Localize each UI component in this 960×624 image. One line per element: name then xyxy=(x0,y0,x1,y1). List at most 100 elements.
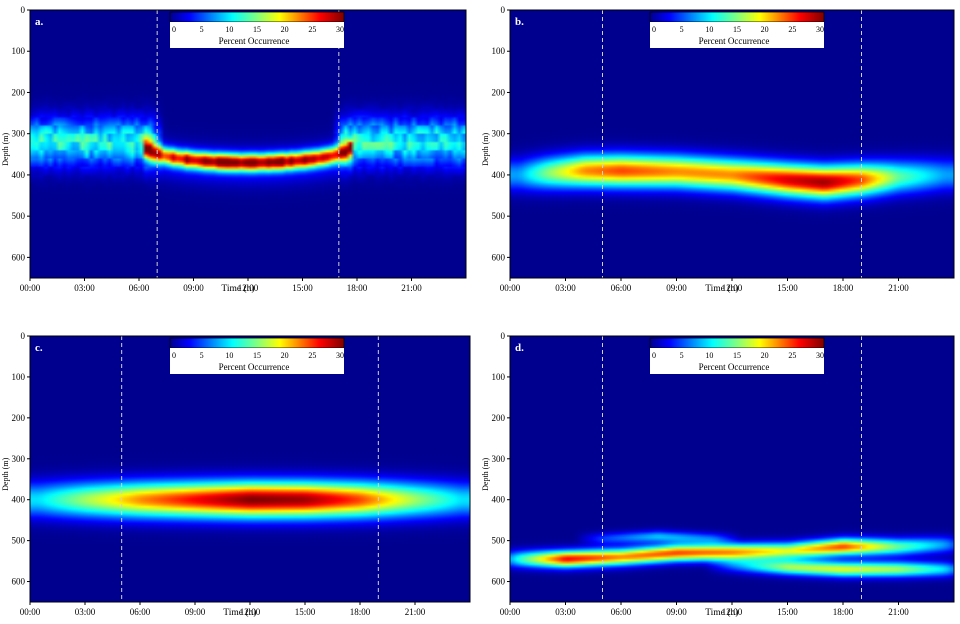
y-tick-label: 100 xyxy=(12,372,26,382)
colorbar-tick-label: 25 xyxy=(788,25,796,34)
y-tick-label: 300 xyxy=(492,129,506,139)
y-tick-label: 100 xyxy=(12,46,26,56)
colorbar-title: Percent Occurrence xyxy=(699,36,770,46)
y-tick-label: 200 xyxy=(12,87,26,97)
colorbar: 0 5 10 15 20 25 30 Percent Occurrence xyxy=(169,11,345,48)
x-tick-label: 21:00 xyxy=(401,283,422,293)
x-tick-label: 18:00 xyxy=(347,283,368,293)
colorbar-tick-label: 5 xyxy=(680,25,684,34)
colorbar-tick-label: 30 xyxy=(336,25,344,34)
y-tick-label: 300 xyxy=(12,129,26,139)
colorbar-gradient xyxy=(169,11,345,23)
colorbar-tick-label: 10 xyxy=(705,351,713,360)
colorbar-tick-label: 20 xyxy=(281,351,289,360)
x-tick-label: 09:00 xyxy=(666,607,687,617)
colorbar-tick-label: 0 xyxy=(172,351,176,360)
colorbar-tick-label: 25 xyxy=(308,25,316,34)
x-tick-label: 09:00 xyxy=(666,283,687,293)
colorbar-tick-label: 5 xyxy=(200,25,204,34)
colorbar-tick-label: 5 xyxy=(680,351,684,360)
colorbar-tick-label: 25 xyxy=(308,351,316,360)
x-axis-label: Time (h) xyxy=(705,607,738,618)
x-tick-label: 12:00 xyxy=(722,283,743,293)
y-tick-label: 400 xyxy=(492,495,506,505)
y-tick-label: 300 xyxy=(12,454,26,464)
y-tick-label: 200 xyxy=(492,413,506,423)
panel-letter: b. xyxy=(515,16,524,28)
y-tick-label: 500 xyxy=(492,211,506,221)
y-axis-label: Depth (m) xyxy=(1,457,10,490)
x-tick-label: 06:00 xyxy=(611,283,632,293)
panel-letter: c. xyxy=(35,342,43,354)
colorbar-gradient xyxy=(649,337,825,349)
y-tick-label: 400 xyxy=(12,170,26,180)
x-tick-label: 09:00 xyxy=(183,283,204,293)
y-tick-label: 500 xyxy=(12,536,26,546)
x-tick-label: 00:00 xyxy=(20,607,41,617)
panel-letter: a. xyxy=(35,16,44,28)
x-tick-label: 18:00 xyxy=(833,283,854,293)
colorbar-label-box xyxy=(170,348,344,374)
y-tick-label: 0 xyxy=(501,5,506,15)
y-axis-label: Depth (m) xyxy=(481,132,490,165)
colorbar-tick-label: 20 xyxy=(761,351,769,360)
colorbar-gradient xyxy=(649,11,825,23)
colorbar-tick-label: 25 xyxy=(788,351,796,360)
y-tick-label: 300 xyxy=(492,454,506,464)
y-tick-label: 0 xyxy=(21,331,26,341)
x-tick-label: 03:00 xyxy=(555,283,576,293)
y-tick-label: 100 xyxy=(492,372,506,382)
x-tick-label: 15:00 xyxy=(777,283,798,293)
x-tick-label: 15:00 xyxy=(292,283,313,293)
x-tick-label: 15:00 xyxy=(777,607,798,617)
colorbar-tick-label: 10 xyxy=(225,25,233,34)
x-tick-label: 12:00 xyxy=(238,283,259,293)
x-tick-label: 21:00 xyxy=(888,607,909,617)
colorbar-title: Percent Occurrence xyxy=(219,36,290,46)
x-tick-label: 00:00 xyxy=(500,607,521,617)
y-tick-label: 200 xyxy=(492,87,506,97)
x-tick-label: 21:00 xyxy=(888,283,909,293)
x-tick-label: 15:00 xyxy=(295,607,316,617)
colorbar-label-box xyxy=(650,348,824,374)
y-tick-label: 400 xyxy=(492,170,506,180)
y-tick-label: 0 xyxy=(21,5,26,15)
colorbar: 0 5 10 15 20 25 30 Percent Occurrence xyxy=(649,337,825,374)
colorbar-tick-label: 30 xyxy=(336,351,344,360)
y-tick-label: 600 xyxy=(12,252,26,262)
y-axis-label: Depth (m) xyxy=(1,132,10,165)
colorbar: 0 5 10 15 20 25 30 Percent Occurrence xyxy=(169,337,345,374)
x-axis-label: Time (h) xyxy=(221,283,254,294)
x-tick-label: 18:00 xyxy=(350,607,371,617)
colorbar-tick-label: 10 xyxy=(705,25,713,34)
heatmap-image xyxy=(30,336,470,602)
x-tick-label: 00:00 xyxy=(500,283,521,293)
x-tick-label: 12:00 xyxy=(722,607,743,617)
x-tick-label: 00:00 xyxy=(20,283,41,293)
x-tick-label: 03:00 xyxy=(74,283,95,293)
x-tick-label: 06:00 xyxy=(611,607,632,617)
y-tick-label: 200 xyxy=(12,413,26,423)
y-tick-label: 500 xyxy=(492,536,506,546)
colorbar-tick-label: 10 xyxy=(225,351,233,360)
colorbar-tick-label: 0 xyxy=(172,25,176,34)
colorbar-tick-label: 20 xyxy=(761,25,769,34)
panel-letter: d. xyxy=(515,342,524,354)
colorbar-title: Percent Occurrence xyxy=(699,362,770,372)
colorbar-tick-label: 15 xyxy=(253,351,261,360)
colorbar-title: Percent Occurrence xyxy=(219,362,290,372)
colorbar-tick-label: 30 xyxy=(816,351,824,360)
x-tick-label: 03:00 xyxy=(75,607,96,617)
colorbar-tick-label: 0 xyxy=(652,25,656,34)
x-tick-label: 06:00 xyxy=(130,607,151,617)
x-tick-label: 12:00 xyxy=(240,607,261,617)
y-tick-label: 600 xyxy=(492,577,506,587)
colorbar-tick-label: 0 xyxy=(652,351,656,360)
x-axis-label: Time (h) xyxy=(223,607,256,618)
colorbar-tick-label: 15 xyxy=(733,351,741,360)
colorbar-tick-label: 20 xyxy=(281,25,289,34)
